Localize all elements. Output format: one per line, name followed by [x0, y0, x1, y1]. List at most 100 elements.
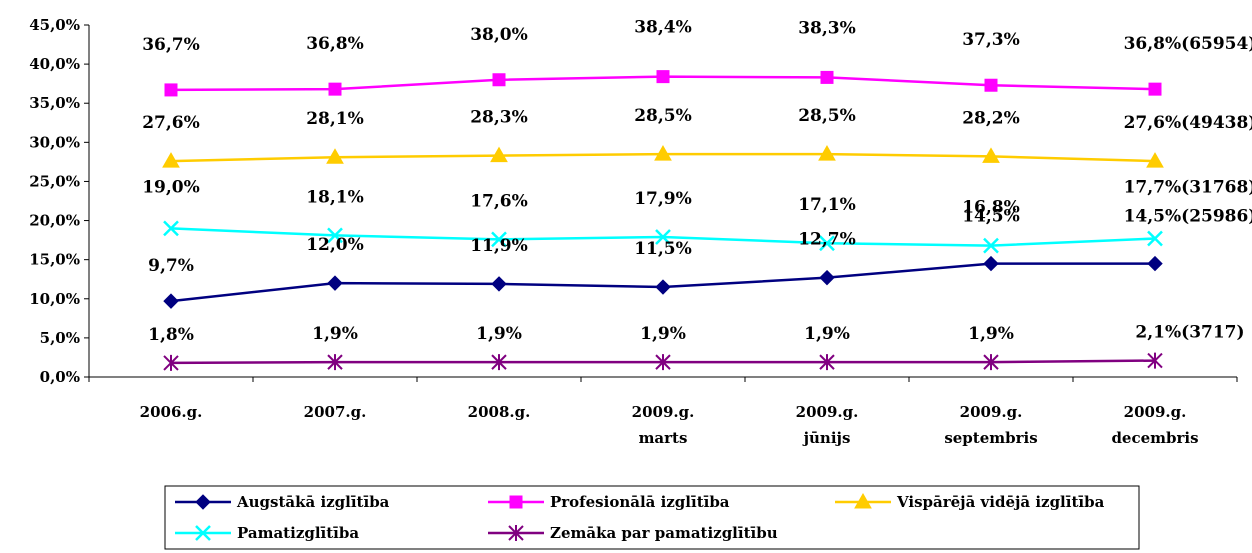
y-tick-label: 5,0% — [40, 329, 80, 347]
y-tick-label: 10,0% — [29, 290, 80, 308]
series-2 — [164, 70, 1162, 97]
data-point — [491, 276, 507, 292]
data-label: 1,9% — [476, 324, 522, 344]
data-label: 28,3% — [470, 108, 528, 128]
data-point — [492, 73, 506, 87]
legend-item: Zemāka par pamatizglītību — [488, 524, 778, 542]
data-label: 1,8% — [148, 325, 194, 345]
data-label: 2,1%(3717) — [1135, 323, 1244, 343]
y-tick-label: 35,0% — [29, 94, 80, 112]
x-tick-label: marts — [639, 429, 688, 447]
x-tick-label: decembris — [1111, 429, 1198, 447]
data-point — [162, 152, 180, 168]
data-label: 38,0% — [470, 25, 528, 45]
legend-label: Profesionālā izglītība — [550, 493, 730, 511]
series-1 — [163, 255, 1163, 309]
x-tick-label: 2007.g. — [304, 403, 367, 421]
data-point — [328, 82, 342, 96]
data-point — [163, 293, 179, 309]
data-label: 17,7%(31768) — [1124, 178, 1252, 198]
data-label: 27,6% — [142, 113, 200, 133]
x-tick-label: 2009.g. — [796, 403, 859, 421]
data-label: 27,6%(49438) — [1124, 113, 1252, 133]
data-point — [1147, 352, 1163, 369]
data-point — [984, 78, 998, 92]
data-label: 38,3% — [798, 18, 856, 38]
data-label: 14,5%(25986) — [1124, 207, 1252, 227]
data-label: 14,5% — [962, 207, 1020, 227]
legend-label: Pamatizglītība — [237, 524, 359, 542]
legend-item: Augstākā izglītība — [175, 493, 390, 511]
y-tick-label: 45,0% — [29, 16, 80, 34]
legend-marker — [195, 525, 211, 541]
data-point — [1147, 255, 1163, 272]
series-4 — [163, 220, 1163, 254]
y-tick-label: 40,0% — [29, 55, 80, 73]
data-label: 36,7% — [142, 35, 200, 55]
data-label: 1,9% — [640, 324, 686, 344]
data-label: 28,5% — [798, 106, 856, 126]
data-label: 1,9% — [312, 324, 358, 344]
legend-item: Pamatizglītība — [175, 524, 359, 542]
data-point — [654, 145, 672, 161]
data-label: 17,6% — [470, 191, 528, 211]
x-tick-label: 2009.g. — [632, 403, 695, 421]
data-point — [656, 70, 670, 84]
legend-label: Vispārējā vidējā izglītība — [896, 493, 1105, 511]
data-label: 28,1% — [306, 109, 364, 129]
data-point — [820, 70, 834, 84]
data-point — [819, 235, 835, 252]
data-label: 17,1% — [798, 195, 856, 215]
y-tick-label: 25,0% — [29, 172, 80, 190]
data-label: 28,2% — [962, 108, 1020, 128]
data-point — [327, 354, 343, 371]
data-label: 19,0% — [142, 177, 200, 197]
data-labels: 9,7% 12,0% 11,9% 11,5% 12,7% 14,5% 14,5%(25986… — [142, 18, 1252, 345]
data-point — [1146, 152, 1164, 168]
data-label: 12,0% — [306, 235, 364, 255]
series-lines — [162, 70, 1164, 371]
x-tick-label: jūnijs — [802, 429, 851, 447]
data-point — [327, 275, 343, 291]
data-point — [164, 83, 178, 97]
data-label: 9,7% — [148, 256, 194, 276]
data-point — [655, 229, 671, 245]
legend-marker — [508, 525, 524, 541]
data-point — [983, 237, 999, 254]
legend-marker — [509, 495, 523, 509]
data-label: 16,8% — [962, 198, 1020, 218]
y-tick-label: 15,0% — [29, 251, 80, 269]
legend-item: Profesionālā izglītība — [488, 493, 730, 511]
data-label: 1,9% — [968, 324, 1014, 344]
legend-label: Augstākā izglītība — [236, 493, 390, 511]
data-point — [163, 220, 179, 237]
data-point — [1147, 230, 1163, 247]
data-point — [819, 354, 835, 371]
data-label: 1,9% — [804, 324, 850, 344]
data-point — [326, 148, 344, 164]
legend-marker — [195, 494, 211, 510]
data-label: 11,9% — [470, 236, 528, 256]
data-point — [983, 354, 999, 371]
x-tick-label: septembris — [944, 429, 1037, 447]
series-5 — [163, 352, 1163, 371]
data-label: 11,5% — [634, 239, 692, 259]
legend-box — [164, 485, 1140, 550]
x-tick-label: 2009.g. — [1124, 403, 1187, 421]
data-point — [491, 354, 507, 371]
chart-axes: 0,0% 5,0% 10,0% 15,0% 20,0% 25,0% 30,0% 35,0% 40… — [29, 16, 1238, 447]
data-label: 36,8% — [306, 34, 364, 54]
data-point — [983, 255, 999, 272]
data-label: 12,7% — [798, 230, 856, 250]
data-point — [491, 231, 507, 248]
data-point — [327, 227, 343, 244]
data-point — [490, 146, 508, 163]
data-label: 28,5% — [634, 106, 692, 126]
data-point — [655, 279, 671, 295]
series-3 — [162, 145, 1164, 168]
data-point — [982, 147, 1000, 163]
x-tick-label: 2009.g. — [960, 403, 1023, 421]
data-label: 36,8%(65954) — [1124, 34, 1252, 54]
data-point — [818, 145, 836, 161]
